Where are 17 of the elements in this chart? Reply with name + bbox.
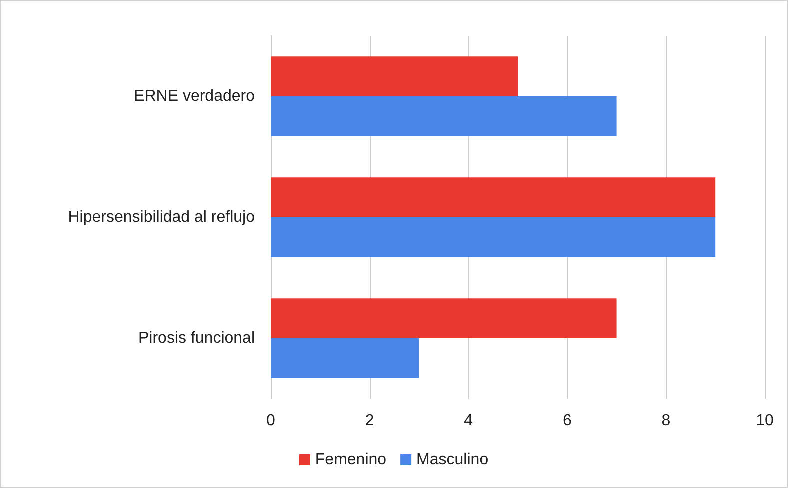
x-tick-label: 4 [464,412,474,430]
x-tick-label: 6 [562,412,572,430]
bar [271,218,716,258]
bar [271,298,617,338]
bar [271,338,420,378]
x-tick-label: 0 [266,412,276,430]
bar [271,56,518,96]
x-tick-label: 8 [662,412,671,430]
x-tick-label: 10 [756,412,774,430]
y-tick-label: Pirosis funcional [138,330,255,347]
y-tick-label: Hipersensibilidad al reflujo [68,209,256,226]
bar [271,96,617,136]
bar [271,178,716,218]
y-tick-label: ERNE verdadero [134,88,256,105]
legend-label: Femenino [315,452,387,468]
x-tick-label: 2 [365,412,374,430]
legend-label: Masculino [416,452,489,468]
